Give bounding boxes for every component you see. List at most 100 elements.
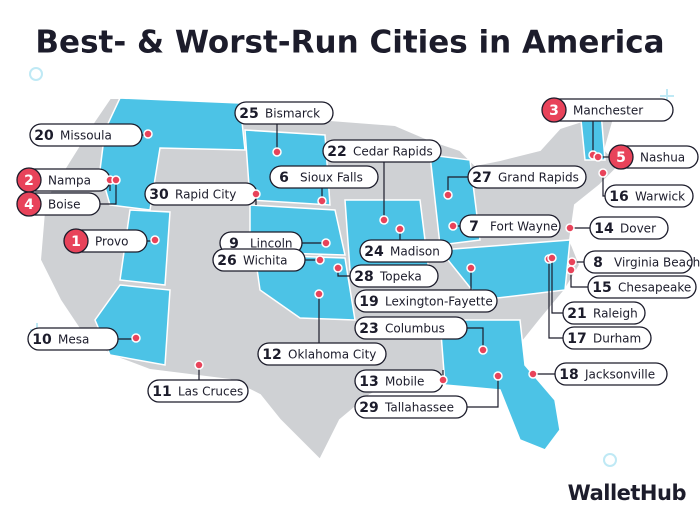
city-marker	[379, 215, 389, 225]
leader-line	[551, 258, 563, 314]
city-name: Nashua	[640, 151, 685, 165]
city-label: 16 Warwick	[598, 168, 694, 208]
city-name: Madison	[390, 245, 440, 259]
label-box	[562, 326, 652, 350]
city-name: Jacksonville	[584, 368, 655, 382]
rank: 4	[24, 197, 34, 213]
rank: 25	[239, 106, 258, 122]
city-marker	[593, 152, 603, 162]
city-label: 20 Missoula	[29, 123, 153, 147]
city-name: Columbus	[385, 322, 445, 336]
city-marker	[131, 333, 141, 343]
leader-line	[447, 176, 468, 195]
city-label: 21 Raleigh	[547, 253, 646, 325]
rank: 10	[32, 332, 52, 348]
rank: 18	[559, 367, 578, 383]
rank: 14	[594, 221, 614, 237]
city-name: Boise	[48, 198, 81, 212]
rank: 24	[364, 244, 384, 260]
city-label: 18 Jacksonville	[528, 362, 668, 386]
rank: 30	[149, 187, 169, 203]
rank-badge	[63, 228, 89, 254]
decoration	[29, 67, 43, 81]
city-marker	[272, 147, 282, 157]
rank: 29	[359, 400, 378, 416]
rank: 8	[593, 255, 603, 271]
city-label: 14 Dover	[565, 216, 669, 240]
rank-badge	[16, 191, 42, 217]
city-name: Warwick	[635, 190, 685, 204]
state-region	[439, 319, 561, 451]
city-label: 4 Boise	[16, 175, 121, 217]
leader-line	[467, 376, 499, 408]
city-name: Tallahassee	[384, 401, 454, 415]
label-box	[29, 123, 143, 147]
city-label: 24 Madison	[359, 224, 453, 263]
city-marker	[317, 196, 327, 206]
city-label: 3 Manchester	[541, 97, 674, 160]
city-label: 7 Fort Wayne	[448, 214, 561, 238]
leader-line	[100, 180, 117, 205]
city-label: 5 Nashua	[593, 144, 699, 170]
city-name: Durham	[593, 332, 641, 346]
label-box	[212, 248, 306, 272]
city-label: 1 Provo	[63, 228, 160, 254]
title: Best- & Worst-Run Cities in America	[35, 25, 664, 61]
rank-badge	[541, 97, 567, 123]
rank: 20	[34, 128, 54, 144]
state-region	[438, 239, 571, 301]
city-marker	[448, 221, 458, 231]
rank: 12	[262, 347, 281, 363]
rank: 1	[71, 234, 81, 250]
city-label: 6 Sioux Falls	[269, 165, 379, 206]
city-label: 27 Grand Rapids	[443, 165, 587, 200]
city-marker	[438, 375, 448, 385]
rank: 23	[359, 321, 378, 337]
label-box	[587, 275, 697, 299]
rank: 28	[354, 269, 373, 285]
city-label: 2 Nampa	[16, 167, 115, 193]
rank: 6	[279, 170, 289, 186]
city-name: Bismarck	[265, 107, 320, 121]
city-marker	[150, 235, 160, 245]
city-label: 28 Topeka	[333, 263, 439, 288]
city-marker	[598, 168, 608, 178]
city-name: Fort Wayne	[490, 220, 558, 234]
rank: 9	[229, 236, 239, 252]
city-marker	[567, 257, 577, 267]
city-marker	[321, 238, 331, 248]
city-name: Topeka	[379, 270, 422, 284]
rank: 21	[567, 306, 586, 322]
leader-line	[602, 173, 605, 197]
label-box	[589, 216, 669, 240]
city-label: 23 Columbus	[354, 316, 488, 355]
leader-lines	[100, 121, 610, 408]
label-box	[322, 139, 442, 163]
rank: 11	[152, 384, 171, 400]
label-box	[349, 264, 439, 288]
label-box	[234, 101, 334, 125]
city-name: Lexington-Fayette	[385, 295, 493, 309]
city-marker	[395, 224, 405, 234]
leader-line	[467, 327, 484, 350]
label-box	[604, 184, 694, 208]
city-name: Wichita	[243, 254, 288, 268]
city-label: 13 Mobile	[354, 369, 448, 393]
city-name: Lincoln	[250, 237, 293, 251]
city-marker	[565, 223, 575, 233]
city-marker	[493, 371, 503, 381]
city-name: Nampa	[48, 174, 91, 188]
leader-line	[570, 270, 588, 288]
label-box	[459, 214, 561, 238]
city-marker	[443, 190, 453, 200]
city-label: 19 Lexington-Fayette	[354, 263, 498, 313]
label-box	[354, 316, 468, 340]
city-label: 30 Rapid City	[144, 182, 261, 206]
city-name: Manchester	[573, 104, 643, 118]
city-marker	[194, 360, 204, 370]
city-marker	[314, 289, 324, 299]
city-name: Sioux Falls	[300, 171, 363, 185]
city-name: Las Cruces	[178, 385, 243, 399]
city-name: Mobile	[385, 375, 424, 389]
